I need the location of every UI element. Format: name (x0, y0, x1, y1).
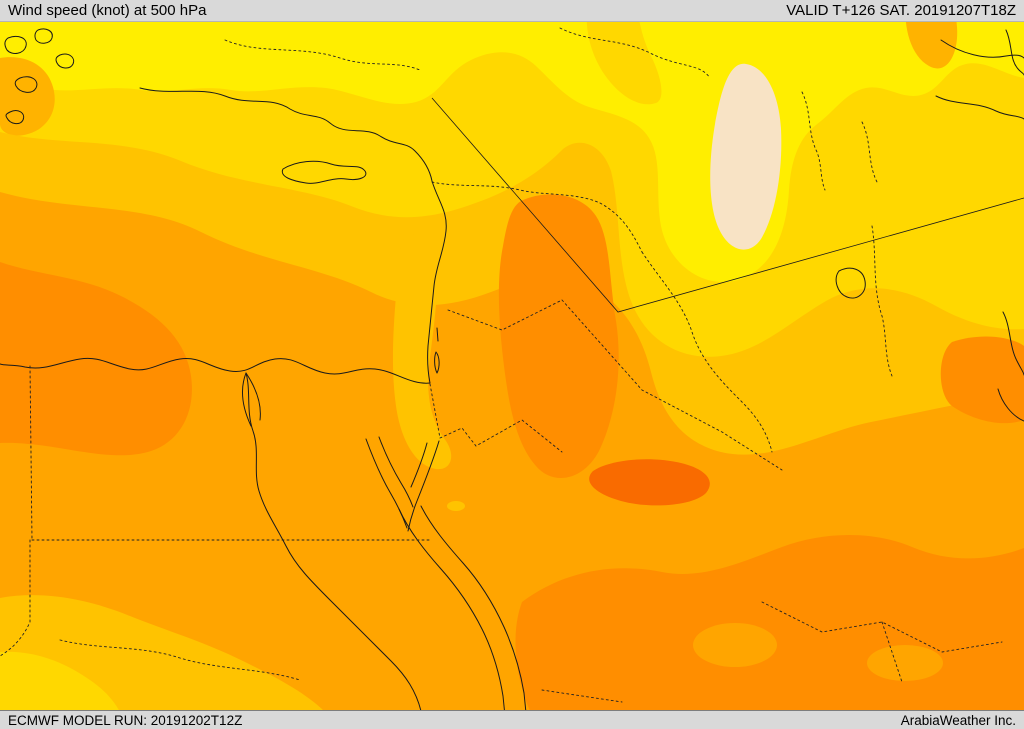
band-orange-hole-1 (693, 623, 777, 667)
political-borders (0, 27, 1003, 703)
map-title: Wind speed (knot) at 500 hPa (8, 2, 207, 19)
model-run-label: ECMWF MODEL RUN: 20191202T12Z (8, 712, 243, 728)
border-iraq-iran (641, 251, 773, 453)
coast-red-sea-west (398, 508, 506, 717)
border-turkey-caucasus (559, 27, 711, 79)
coast-cyprus (281, 160, 367, 184)
border-iran-interior (871, 225, 893, 377)
coast-turkey-levant-egypt (0, 87, 447, 384)
island-aegean-2 (34, 28, 53, 44)
valid-time-label: VALID T+126 SAT. 20191207T18Z (786, 2, 1016, 19)
coast-gulf-aqaba-east (407, 440, 440, 532)
band-red-orange-core (589, 459, 710, 506)
island-aegean-1 (4, 35, 27, 54)
coast-persian-gulf-b (997, 388, 1024, 422)
band-orange-hole-2 (867, 645, 943, 681)
border-syria-jordan-iraq (447, 299, 563, 331)
straight-route-lines (431, 97, 1024, 313)
river-nile (245, 372, 422, 712)
band-deep-orange-center-blob (498, 194, 619, 479)
header-bar: Wind speed (knot) at 500 hPa VALID T+126… (0, 0, 1024, 22)
band-bottomleft-golden (0, 651, 127, 729)
band-amber-topleft (0, 57, 55, 136)
lake-urmia (835, 267, 866, 299)
island-aegean-4 (14, 76, 38, 93)
lake-dead-sea (434, 327, 440, 374)
band-levant-lighter-corridor (392, 234, 452, 470)
island-aegean-3 (55, 53, 75, 69)
coastlines (0, 28, 1024, 717)
band-small-contour (447, 501, 465, 511)
brand-label: ArabiaWeather Inc. (900, 712, 1016, 728)
island-aegean-5 (5, 110, 25, 125)
border-saudi-uae-oman (761, 601, 1003, 653)
footer-bar: ECMWF MODEL RUN: 20191202T12Z ArabiaWeat… (0, 710, 1024, 729)
border-egypt-libya (29, 365, 33, 541)
border-turkey-georgia (224, 39, 421, 71)
river-nile-delta-west (241, 372, 252, 427)
coast-persian-gulf-a (1002, 311, 1024, 376)
border-turkey-iraq (599, 202, 643, 253)
border-turkey-syria (431, 181, 601, 204)
border-sudan-interior (59, 639, 301, 681)
route-line (431, 97, 1024, 313)
coast-caspian-corner (1005, 29, 1024, 76)
border-sudan-libya (0, 539, 31, 657)
coast-caspian-upper (940, 39, 1024, 59)
coast-caspian-south (935, 95, 1024, 120)
border-jordan-saudi (439, 419, 563, 453)
border-iraq-saudi (561, 299, 783, 471)
border-iran-armenia (801, 91, 826, 191)
coast-red-sea-east (420, 505, 527, 714)
band-pale-cream-patch (710, 63, 782, 250)
coast-gulf-suez-east (378, 436, 414, 508)
coast-gulf-aqaba-west (410, 442, 428, 488)
border-israel-egypt (429, 383, 441, 439)
border-bottom-center (541, 689, 623, 703)
border-iran-azerbaijan (861, 121, 878, 183)
band-golden-column (586, 0, 662, 105)
border-uae-oman (881, 621, 903, 683)
river-nile-delta-east (245, 372, 261, 421)
